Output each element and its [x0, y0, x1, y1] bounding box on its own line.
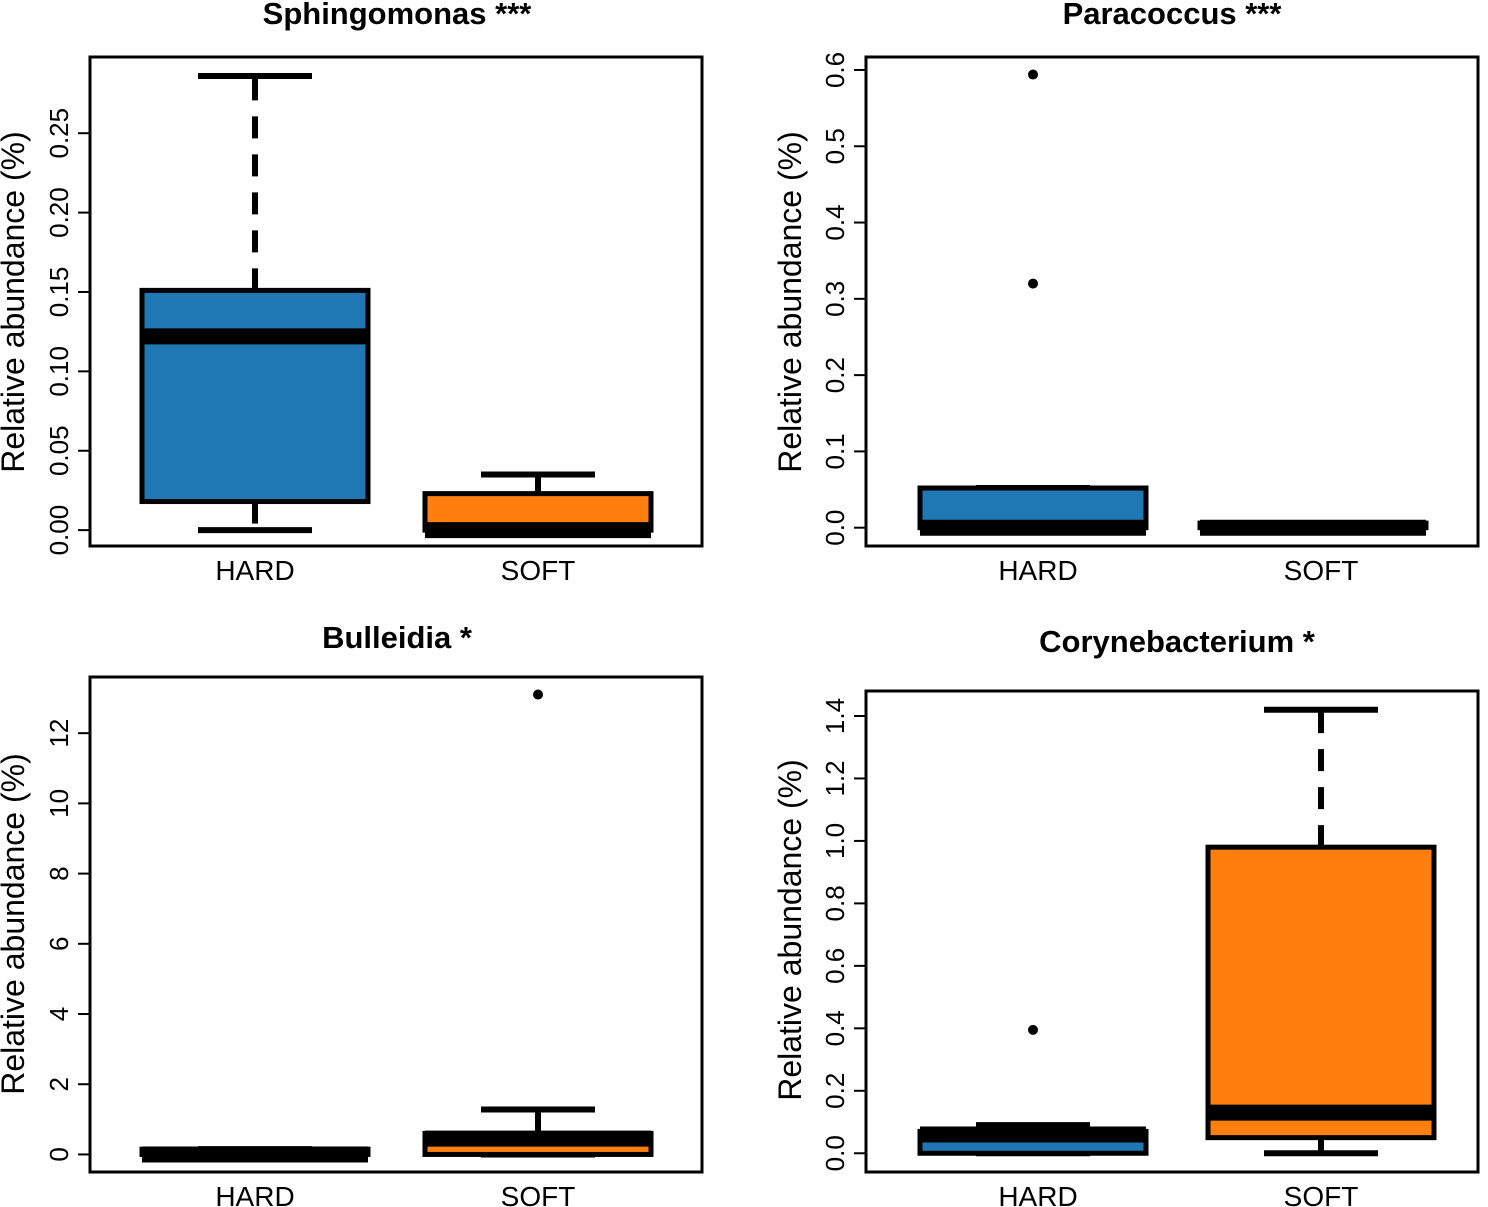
boxes [139, 689, 654, 1163]
y-tick-label: 8 [44, 866, 74, 880]
y-tick-label: 0.2 [820, 357, 850, 393]
y-axis-label: Relative abundance (%) [0, 753, 31, 1095]
box-soft [422, 471, 654, 539]
y-tick-label: 0.3 [820, 281, 850, 317]
y-tick-label: 0.5 [820, 128, 850, 164]
panel-title: Bulleidia * [322, 620, 473, 655]
outlier-point [1028, 278, 1038, 289]
category-label-hard: HARD [998, 1181, 1077, 1207]
category-label-soft: SOFT [1284, 555, 1359, 586]
y-tick-label: 0.0 [820, 1135, 850, 1171]
y-tick-label: 0.4 [820, 204, 850, 240]
y-tick-label: 1.2 [820, 760, 850, 796]
y-axis-label: Relative abundance (%) [772, 131, 808, 473]
box-hard [917, 69, 1149, 536]
y-tick-label: 4 [44, 1007, 74, 1021]
y-tick-label: 0.0 [820, 510, 850, 546]
box-body [1205, 844, 1437, 1141]
panel-bulleidia: Bulleidia * Relative abundance (%) HARD … [0, 620, 704, 1207]
plot-frame [88, 675, 704, 1174]
plot-frame [864, 55, 1480, 548]
y-tick-label: 1.0 [820, 823, 850, 859]
y-tick-label: 0.2 [820, 1073, 850, 1109]
box-soft [1205, 706, 1437, 1157]
y-tick-label: 6 [44, 937, 74, 951]
panel-corynebacterium: Corynebacterium * Relative abundance (%)… [772, 624, 1480, 1207]
y-axis: 0 2 4 6 8 10 12 [44, 719, 91, 1162]
y-tick-label: 12 [44, 719, 74, 748]
y-tick-label: 0.4 [820, 1010, 850, 1046]
category-label-hard: HARD [215, 1181, 294, 1207]
panel-sphingomonas: Sphingomonas *** Relative abundance (%) … [0, 0, 704, 586]
box-hard [139, 1146, 371, 1163]
y-tick-label: 0.6 [820, 52, 850, 88]
category-label-soft: SOFT [501, 1181, 576, 1207]
y-tick-label: 0.6 [820, 948, 850, 984]
panel-title: Corynebacterium * [1039, 624, 1316, 659]
y-tick-label: 10 [44, 789, 74, 818]
category-label-soft: SOFT [1284, 1181, 1359, 1207]
box-hard [917, 1024, 1149, 1157]
panel-title: Paracoccus *** [1063, 0, 1283, 31]
y-tick-label: 1.4 [820, 698, 850, 734]
y-tick-label: 0.05 [44, 425, 74, 476]
y-tick-label: 0 [44, 1147, 74, 1161]
boxes [139, 73, 654, 539]
box-soft [1197, 519, 1429, 536]
y-tick-label: 0.00 [44, 505, 74, 556]
box-hard [139, 73, 371, 534]
y-tick-label: 0.8 [820, 885, 850, 921]
outlier-point [533, 689, 543, 700]
y-axis: 0.0 0.1 0.2 0.3 0.4 0.5 0.6 [820, 52, 867, 546]
outlier-point [1028, 69, 1038, 80]
y-tick-label: 0.10 [44, 346, 74, 397]
y-tick-label: 2 [44, 1077, 74, 1091]
y-axis: 0.0 0.2 0.4 0.6 0.8 1.0 1.2 1.4 [820, 698, 867, 1171]
y-axis-label: Relative abundance (%) [0, 131, 31, 473]
panel-paracoccus: Paracoccus *** Relative abundance (%) HA… [772, 0, 1480, 586]
boxes [917, 69, 1429, 536]
box-soft [422, 689, 654, 1158]
category-label-hard: HARD [215, 555, 294, 586]
outlier-point [1028, 1024, 1038, 1035]
boxes [917, 706, 1437, 1157]
y-axis: 0.00 0.05 0.10 0.15 0.20 0.25 [44, 108, 91, 556]
y-axis-label: Relative abundance (%) [772, 759, 808, 1101]
panel-title: Sphingomonas *** [263, 0, 533, 31]
y-tick-label: 0.20 [44, 187, 74, 238]
y-tick-label: 0.25 [44, 108, 74, 159]
y-tick-label: 0.15 [44, 267, 74, 318]
box-body [139, 287, 371, 505]
category-label-soft: SOFT [501, 555, 576, 586]
y-tick-label: 0.1 [820, 433, 850, 469]
category-label-hard: HARD [998, 555, 1077, 586]
